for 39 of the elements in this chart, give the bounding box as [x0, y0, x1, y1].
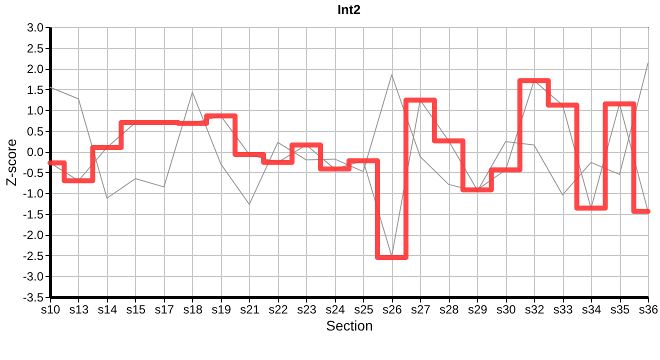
x-tick-label: s23 [297, 302, 317, 316]
x-tick-label: s21 [240, 302, 260, 316]
x-tick-label: s22 [268, 302, 288, 316]
y-tick-label: 1.0 [26, 104, 44, 118]
x-axis-title: Section [326, 318, 373, 334]
x-tick-label: s33 [553, 302, 574, 316]
y-axis-title: Z-score [2, 138, 19, 186]
y-tick-label: -2.0 [22, 228, 44, 242]
x-tick-label: s32 [524, 302, 545, 316]
x-tick-label: s34 [582, 302, 602, 316]
x-tick-label: s26 [382, 302, 402, 316]
x-tick-label: s28 [439, 302, 460, 316]
y-tick-label: -0.5 [22, 166, 44, 180]
x-tick-label: s36 [638, 302, 658, 316]
x-tick-label: s13 [69, 302, 89, 316]
y-tick-label: -2.5 [22, 248, 44, 263]
x-tick-label: s19 [212, 302, 232, 316]
x-tick-label: s15 [126, 302, 146, 316]
x-tick-label: s14 [98, 302, 118, 316]
y-tick-label: 1.5 [26, 82, 44, 97]
x-tick-label: s24 [326, 302, 346, 316]
y-tick-label: -3.0 [22, 270, 44, 284]
chart-title: Int2 [337, 2, 361, 17]
y-tick-label: 3.0 [26, 20, 44, 34]
y-tick-label: 0.0 [26, 145, 44, 160]
y-tick-label: -3.5 [22, 290, 44, 304]
y-tick-label: -1.0 [22, 186, 44, 201]
x-tick-label: s10 [40, 302, 60, 316]
x-tick-label: s30 [496, 302, 516, 316]
x-tick-label: s18 [183, 302, 203, 316]
y-tick-label: 0.5 [26, 124, 44, 138]
y-tick-label: 2.5 [26, 41, 44, 56]
x-tick-label: s29 [468, 302, 488, 316]
x-tick-label: s25 [354, 302, 374, 316]
x-tick-label: s17 [154, 302, 174, 316]
x-tick-label: s27 [411, 302, 431, 316]
x-tick-label: s35 [610, 302, 630, 316]
y-tick-label: 2.0 [26, 62, 44, 76]
y-tick-label: -1.5 [22, 207, 44, 222]
